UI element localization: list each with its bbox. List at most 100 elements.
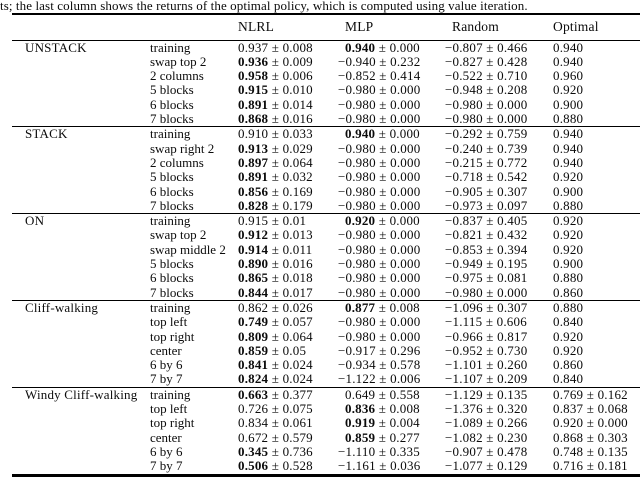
value-cell: 0.900: [553, 97, 640, 112]
value-cell: −0.948 ±0.208: [445, 83, 553, 97]
value-cell: 0.960: [553, 69, 640, 83]
value-cell: 0.868 ±0.303: [553, 430, 640, 445]
table-row: swap right 2 0.913 ±0.029 −0.980 ±0.000 −0.24…: [12, 140, 640, 156]
value-std: 0.068: [597, 401, 628, 417]
table-row: swap top 2 0.936 ±0.009 −0.940 ±0.232 −0.827 ±…: [12, 53, 640, 69]
value-std: 0.033: [282, 126, 313, 142]
value-cell: −0.975 ±0.081: [445, 271, 553, 285]
value-mean: −0.980: [338, 140, 376, 156]
value-cell: 0.749 ±0.057: [238, 315, 345, 329]
value-std: 0.377: [282, 386, 313, 402]
table-row: top right 0.809 ±0.064 −0.980 ±0.000 −0.966 ±0…: [12, 328, 640, 344]
plus-minus-sign: ±: [486, 401, 494, 417]
table-row: 7 by 7 0.824 ±0.024 −1.122 ±0.006 −1.107 ±0.20…: [12, 371, 640, 387]
plus-minus-sign: ±: [271, 415, 280, 431]
task-label: 7 by 7: [150, 371, 183, 387]
table-row: UNSTACK training 0.937 ±0.008 0.940 ±0.000 −0.…: [12, 39, 640, 55]
value-cell: −0.980 ±0.000: [445, 111, 553, 126]
plus-minus-sign: ±: [378, 415, 387, 431]
plus-minus-sign: ±: [486, 183, 494, 199]
plus-minus-sign: ±: [271, 96, 280, 112]
plus-minus-sign: ±: [379, 96, 387, 112]
table-row: STACK training 0.910 ±0.033 0.940 ±0.000 −0.29…: [12, 126, 640, 142]
value-std: 0.817: [497, 328, 528, 344]
plus-minus-sign: ±: [271, 429, 280, 445]
value-mean: −0.980: [338, 111, 376, 127]
value-mean: −1.115: [445, 314, 483, 330]
task-label: training: [150, 299, 191, 315]
value-cell: 0.865 ±0.018: [238, 271, 345, 285]
value-mean: −0.718: [445, 169, 483, 185]
value-mean: 0.840: [553, 314, 584, 330]
table-row: Windy Cliff-walking training 0.663 ±0.377 0.…: [12, 386, 640, 402]
table-row: 6 by 6 0.841 ±0.024 −0.934 ±0.578 −1.101 ±0.26…: [12, 357, 640, 373]
value-std: 0.730: [497, 342, 528, 358]
value-cell: −0.980 ±0.000: [338, 111, 452, 126]
value-cell: −0.907 ±0.478: [445, 444, 553, 459]
value-std: 0.024: [282, 357, 313, 373]
plus-minus-sign: ±: [271, 227, 280, 243]
value-cell: −0.905 ±0.307: [445, 183, 553, 199]
plus-minus-sign: ±: [379, 256, 387, 272]
value-std: 0.036: [390, 458, 421, 474]
value-cell: 0.748 ±0.135: [553, 444, 640, 459]
task-label: 2 columns: [150, 68, 204, 84]
value-std: 0.000: [390, 197, 421, 213]
value-mean: 0.936: [238, 53, 269, 69]
value-std: 0.018: [282, 270, 313, 286]
value-cell: −0.980 ±0.000: [338, 170, 452, 184]
value-mean: 0.920: [553, 328, 584, 344]
value-std: 0.064: [282, 154, 313, 170]
value-std: 0.307: [497, 183, 528, 199]
plus-minus-sign: ±: [379, 241, 387, 257]
value-std: 0.000: [390, 140, 421, 156]
table-row: center 0.859 ±0.05 −0.917 ±0.296 −0.952 ±0.730…: [12, 342, 640, 358]
value-cell: −0.522 ±0.710: [445, 69, 553, 83]
value-mean: −0.975: [445, 270, 483, 286]
table-row: 6 by 6 0.345 ±0.736 −1.110 ±0.335 −0.907 ±0.47…: [12, 444, 640, 459]
task-label: 7 by 7: [150, 458, 183, 474]
value-mean: 0.940: [553, 53, 584, 69]
table-row: swap middle 2 0.914 ±0.011 −0.980 ±0.000 −0.8…: [12, 241, 640, 257]
value-cell: 0.860: [553, 285, 640, 300]
plus-minus-sign: ±: [379, 314, 387, 330]
group-label: ON: [25, 213, 45, 229]
value-cell: −0.980 ±0.000: [445, 97, 553, 112]
value-cell: −0.940 ±0.232: [338, 53, 452, 69]
value-cell: −0.980 ±0.000: [338, 155, 452, 170]
value-cell: −0.949 ±0.195: [445, 256, 553, 271]
value-cell: −0.852 ±0.414: [338, 69, 452, 83]
value-cell: 0.859 ±0.05: [238, 343, 345, 358]
value-std: 0.000: [597, 415, 628, 431]
value-mean: −0.980: [338, 270, 376, 286]
task-label: 7 blocks: [150, 197, 194, 213]
value-mean: 0.919: [345, 415, 376, 431]
value-std: 0.277: [389, 429, 420, 445]
value-cell: 0.900: [553, 256, 640, 271]
value-mean: −0.905: [445, 183, 483, 199]
value-mean: −1.082: [445, 429, 483, 445]
value-std: 0.232: [390, 53, 421, 69]
value-mean: 0.900: [553, 183, 584, 199]
value-mean: 0.837: [553, 401, 584, 417]
value-mean: 0.920: [553, 169, 584, 185]
group-label: [12, 271, 150, 285]
group-label: Windy Cliff-walking: [25, 386, 138, 402]
plus-minus-sign: ±: [379, 371, 387, 387]
task-label: top right: [150, 328, 195, 344]
value-mean: 0.910: [238, 126, 269, 142]
task-label: training: [150, 39, 191, 55]
plus-minus-sign: ±: [486, 213, 494, 229]
value-cell: −0.240 ±0.739: [445, 141, 553, 156]
task-label: top left: [150, 401, 188, 417]
value-cell: −0.980 ±0.000: [338, 241, 452, 257]
value-cell: −1.110 ±0.335: [338, 444, 452, 459]
value-std: 0.000: [390, 270, 421, 286]
value-mean: 0.915: [238, 213, 269, 229]
value-mean: −0.980: [338, 197, 376, 213]
task-label: 6 blocks: [150, 183, 194, 199]
table-row: top right 0.834 ±0.061 0.919 ±0.004 −1.089 ±0.…: [12, 415, 640, 431]
value-mean: −0.980: [338, 284, 376, 300]
plus-minus-sign: ±: [486, 284, 494, 300]
plus-minus-sign: ±: [379, 140, 387, 156]
